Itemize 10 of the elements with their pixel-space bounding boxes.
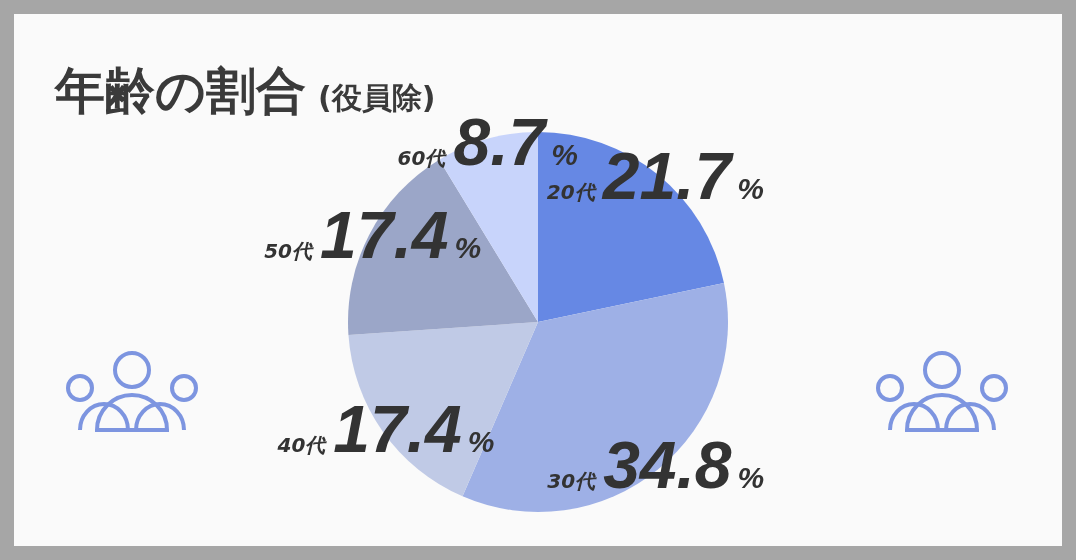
chart-title: 年齢の割合	[53, 62, 306, 120]
slice-label: 60代	[397, 145, 448, 170]
chart-subtitle: (役員除)	[318, 80, 436, 115]
slice-label: 30代	[547, 469, 598, 494]
slice-label: 40代	[276, 432, 328, 457]
data-label: 34.8%	[603, 428, 765, 503]
data-label: 8.7%	[453, 104, 578, 179]
slice-label: 20代	[546, 180, 597, 205]
data-label: 17.4%	[333, 391, 495, 466]
slice-label: 50代	[264, 239, 314, 264]
